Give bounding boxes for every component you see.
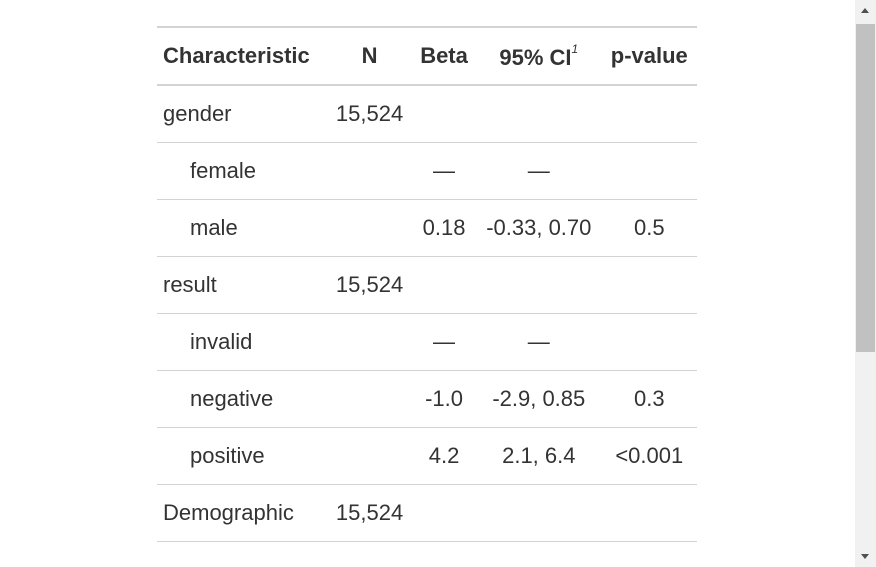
empty-cell: [476, 85, 602, 143]
column-header-text: Beta: [420, 43, 468, 68]
column-header-text: Characteristic: [163, 43, 310, 68]
scroll-thumb[interactable]: [856, 24, 875, 352]
cell: 2.1, 6.4: [476, 427, 602, 485]
row-label: female: [157, 142, 328, 200]
empty-cell: [601, 313, 697, 371]
cell: -0.33, 0.70: [476, 199, 602, 257]
header-row: Characteristic N Beta 95% CI1 p-value: [157, 27, 697, 86]
column-header: N: [327, 27, 413, 86]
column-header-text: 95% CI: [499, 44, 572, 70]
row-label: result: [157, 256, 328, 314]
table-header: Characteristic N Beta 95% CI1 p-value: [157, 27, 697, 86]
column-header: Characteristic: [157, 27, 328, 86]
cell: 0.3: [601, 370, 697, 428]
cell: —: [476, 313, 602, 371]
empty-cell: [476, 484, 602, 542]
empty-cell: [327, 199, 413, 257]
empty-cell: [601, 142, 697, 200]
row-label: gender: [157, 85, 328, 143]
table-row: invalid — —: [157, 313, 697, 371]
column-header-text: p-value: [610, 43, 688, 68]
cell: 15,524: [327, 484, 413, 542]
empty-cell: [412, 484, 477, 542]
empty-cell: [327, 313, 413, 371]
empty-cell: [601, 256, 697, 314]
empty-cell: [476, 256, 602, 314]
scroll-down[interactable]: [861, 554, 869, 559]
cell: <0.001: [601, 427, 697, 485]
empty-cell: [601, 85, 697, 143]
row-label: male: [157, 199, 328, 257]
row-label: positive: [157, 427, 328, 485]
empty-cell: [327, 142, 413, 200]
cell: -1.0: [412, 370, 477, 428]
cell: —: [412, 313, 477, 371]
table-row: male 0.18 -0.33, 0.70 0.5: [157, 199, 697, 257]
column-header: p-value: [601, 27, 697, 86]
table-row: female — —: [157, 142, 697, 200]
scrollbar[interactable]: [855, 0, 876, 567]
table-body: gender 15,524 female — — male 0.18 -0.33, 0.70 0…: [157, 85, 697, 542]
table-row: positive 4.2 2.1, 6.4 <0.001: [157, 427, 697, 485]
cell: —: [476, 142, 602, 200]
table-row: result 15,524: [157, 256, 697, 314]
cell: 0.18: [412, 199, 477, 257]
empty-cell: [327, 370, 413, 428]
cell: —: [412, 142, 477, 200]
row-label: Demographic: [157, 484, 328, 542]
footnote-mark: 1: [571, 41, 579, 56]
empty-cell: [412, 85, 477, 143]
column-header: Beta: [412, 27, 477, 86]
empty-cell: [601, 484, 697, 542]
row-label: negative: [157, 370, 328, 428]
regression-table: Characteristic N Beta 95% CI1 p-value gender…: [157, 26, 697, 542]
cell: 15,524: [327, 256, 413, 314]
column-header-text: N: [361, 43, 378, 68]
table-row: Demographic 15,524: [157, 484, 697, 542]
table-row: negative -1.0 -2.9, 0.85 0.3: [157, 370, 697, 428]
cell: 15,524: [327, 85, 413, 143]
cut-off-row: [157, 540, 697, 567]
cell: -2.9, 0.85: [476, 370, 602, 428]
scroll-up[interactable]: [861, 8, 869, 13]
table-row: gender 15,524: [157, 85, 697, 143]
empty-cell: [412, 256, 477, 314]
empty-cell: [327, 427, 413, 485]
column-header: 95% CI1: [476, 27, 602, 86]
row-label: invalid: [157, 313, 328, 371]
cell: 4.2: [412, 427, 477, 485]
cell: 0.5: [601, 199, 697, 257]
